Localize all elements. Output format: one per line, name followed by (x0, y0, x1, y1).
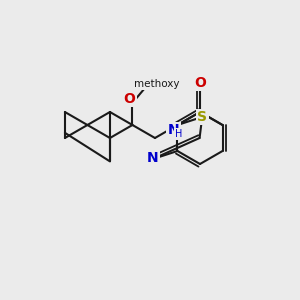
Text: S: S (197, 110, 207, 124)
Text: methoxy: methoxy (134, 79, 179, 89)
Text: O: O (194, 76, 206, 90)
Text: H: H (175, 129, 182, 139)
Text: O: O (124, 92, 135, 106)
Text: N: N (147, 151, 159, 165)
Text: N: N (168, 123, 179, 137)
